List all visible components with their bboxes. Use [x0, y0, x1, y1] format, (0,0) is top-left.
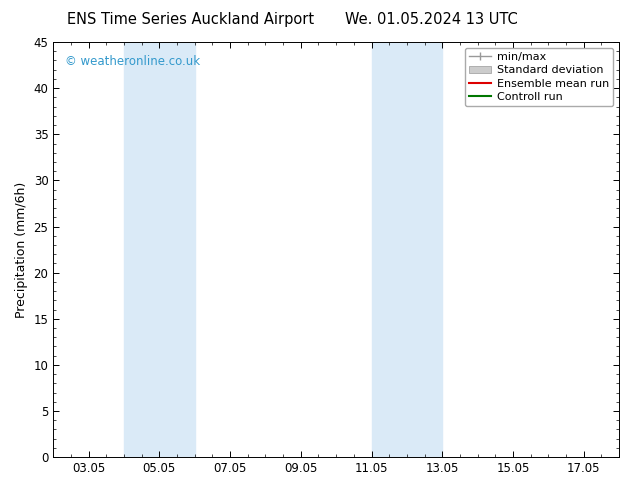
Bar — [372, 42, 443, 457]
Text: We. 01.05.2024 13 UTC: We. 01.05.2024 13 UTC — [345, 12, 517, 27]
Bar — [124, 42, 195, 457]
Text: ENS Time Series Auckland Airport: ENS Time Series Auckland Airport — [67, 12, 314, 27]
Text: © weatheronline.co.uk: © weatheronline.co.uk — [65, 54, 200, 68]
Y-axis label: Precipitation (mm/6h): Precipitation (mm/6h) — [15, 181, 28, 318]
Legend: min/max, Standard deviation, Ensemble mean run, Controll run: min/max, Standard deviation, Ensemble me… — [465, 48, 614, 106]
